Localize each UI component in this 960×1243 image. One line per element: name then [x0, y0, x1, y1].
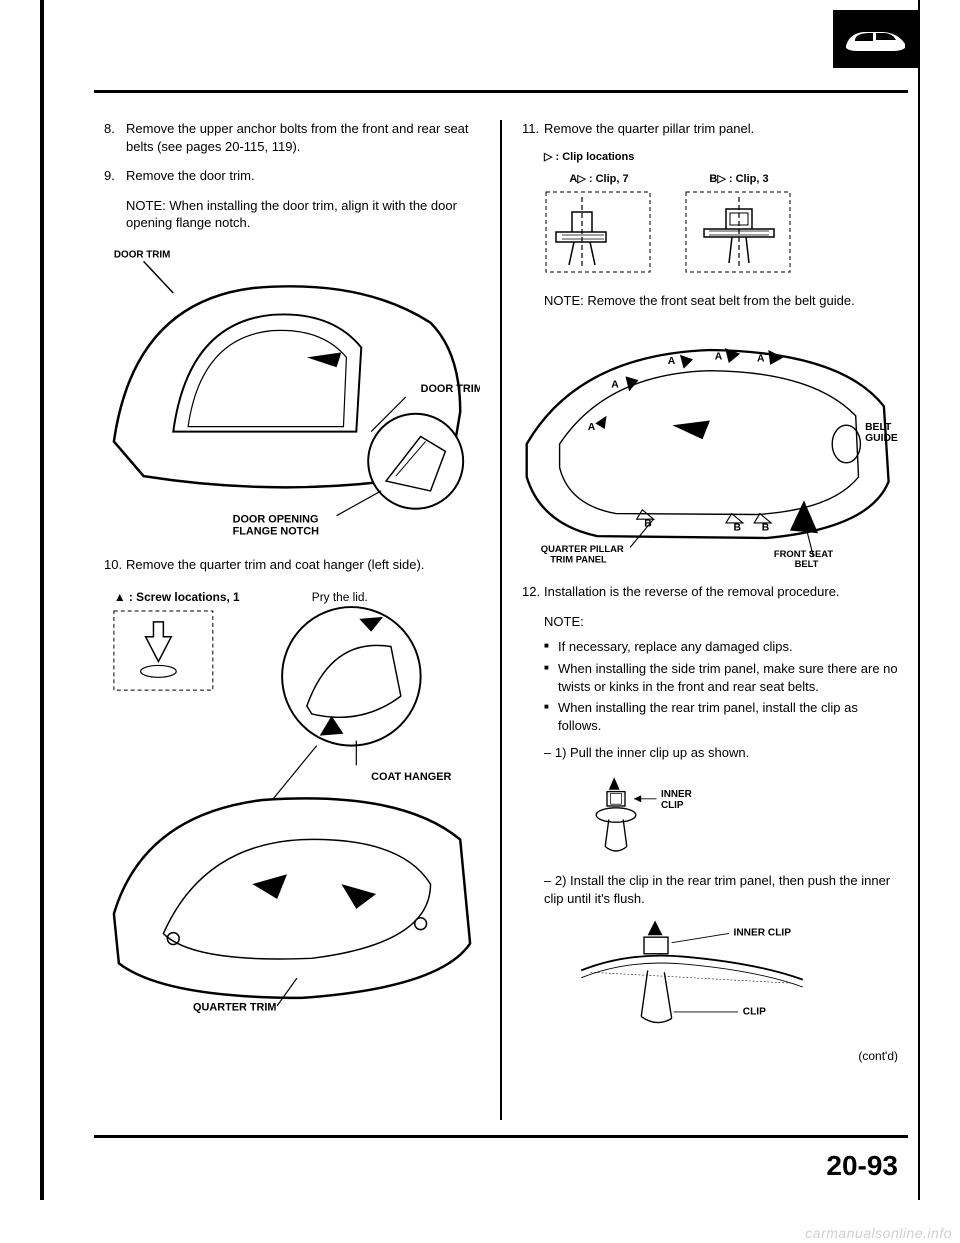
step-text: Remove the quarter pillar trim panel.	[544, 120, 898, 138]
svg-text:QUARTER PILLARTRIM PANEL: QUARTER PILLARTRIM PANEL	[541, 543, 624, 564]
svg-text:A: A	[588, 422, 596, 433]
clip-diagrams: A▷ : Clip, 7 B▷ : Clip, 3	[544, 172, 898, 281]
page-number: 20-93	[826, 1150, 898, 1182]
svg-text:INNERCLIP: INNERCLIP	[661, 789, 692, 811]
clip-a: A▷ : Clip, 7	[544, 172, 654, 281]
lbl-door-trim: DOOR TRIM	[114, 249, 171, 260]
figure-door-trim: DOOR TRIM DOOR TRIM DOOR	[104, 242, 480, 542]
left-column: 8. Remove the upper anchor bolts from th…	[104, 120, 480, 1120]
lbl-door-trim-2: DOOR TRIM	[421, 383, 480, 395]
column-divider	[500, 120, 502, 1120]
substep-2: – 2) Install the clip in the rear trim p…	[544, 872, 898, 907]
clip-b-icon	[684, 187, 794, 277]
figure-inner-clip-install: INNER CLIP CLIP	[562, 915, 898, 1040]
svg-text:A: A	[757, 354, 765, 365]
note-11: NOTE: Remove the front seat belt from th…	[544, 292, 898, 310]
svg-text:BELTGUIDE: BELTGUIDE	[865, 422, 898, 444]
lbl-pry-lid: Pry the lid.	[312, 590, 368, 604]
step-number: 8.	[104, 120, 126, 155]
step-text: Remove the upper anchor bolts from the f…	[126, 120, 480, 155]
step-number: 9.	[104, 167, 126, 185]
step-text: Installation is the reverse of the remov…	[544, 583, 898, 601]
clip-b-label: B▷ : Clip, 3	[684, 172, 794, 187]
step-number: 11.	[522, 120, 544, 138]
note-item: When installing the side trim panel, mak…	[544, 660, 898, 695]
figure-pillar-trim: A A A A A B B B BELTGUIDE	[522, 319, 898, 569]
step-9: 9. Remove the door trim.	[104, 167, 480, 185]
svg-text:A: A	[668, 356, 676, 367]
top-rule	[94, 90, 908, 93]
bottom-rule	[94, 1135, 908, 1138]
lbl-inner-clip-2: INNER CLIP	[734, 928, 792, 939]
clip-a-label: A▷ : Clip, 7	[544, 172, 654, 187]
lbl-flange: DOOR OPENING FLANGE NOTCH	[233, 513, 322, 537]
step-number: 12.	[522, 583, 544, 601]
substep-1: – 1) Pull the inner clip up as shown.	[544, 744, 898, 762]
lbl-screw-loc: ▲ : Screw locations, 1	[114, 590, 240, 604]
clip-a-icon	[544, 187, 654, 277]
figure-quarter-trim: ▲ : Screw locations, 1 Pry the lid. COAT…	[104, 585, 480, 1015]
watermark: carmanualsonline.info	[805, 1225, 952, 1241]
step-text: Remove the quarter trim and coat hanger …	[126, 556, 480, 574]
car-silhouette-icon	[843, 24, 908, 54]
page-frame: 8. Remove the upper anchor bolts from th…	[40, 0, 920, 1200]
step-11: 11. Remove the quarter pillar trim panel…	[522, 120, 898, 138]
clip-b: B▷ : Clip, 3	[684, 172, 794, 281]
svg-text:B: B	[734, 523, 741, 534]
header-car-icon	[833, 10, 918, 68]
svg-text:B: B	[762, 523, 769, 534]
svg-text:FRONT SEATBELT: FRONT SEATBELT	[774, 548, 833, 569]
lbl-clip: CLIP	[743, 1007, 766, 1018]
note-item: When installing the rear trim panel, ins…	[544, 699, 898, 734]
svg-text:A: A	[715, 352, 723, 363]
note-item: If necessary, replace any damaged clips.	[544, 638, 898, 656]
note-12-head: NOTE:	[544, 613, 898, 631]
svg-text:A: A	[611, 380, 619, 391]
content-area: 8. Remove the upper anchor bolts from th…	[104, 120, 898, 1120]
clip-locations-heading: ▷ : Clip locations	[544, 150, 898, 165]
right-column: 11. Remove the quarter pillar trim panel…	[522, 120, 898, 1120]
step-text: Remove the door trim.	[126, 167, 480, 185]
step-10: 10. Remove the quarter trim and coat han…	[104, 556, 480, 574]
step-12: 12. Installation is the reverse of the r…	[522, 583, 898, 601]
note-9: NOTE: When installing the door trim, ali…	[126, 197, 480, 232]
note-12-list: If necessary, replace any damaged clips.…	[544, 638, 898, 734]
lbl-quarter-trim: QUARTER TRIM	[193, 1002, 276, 1014]
lbl-coat-hanger: COAT HANGER	[371, 771, 451, 783]
svg-text:B: B	[644, 519, 651, 530]
figure-inner-clip-pull: INNERCLIP	[562, 770, 898, 865]
step-8: 8. Remove the upper anchor bolts from th…	[104, 120, 480, 155]
step-number: 10.	[104, 556, 126, 574]
continued-indicator: (cont'd)	[522, 1048, 898, 1064]
